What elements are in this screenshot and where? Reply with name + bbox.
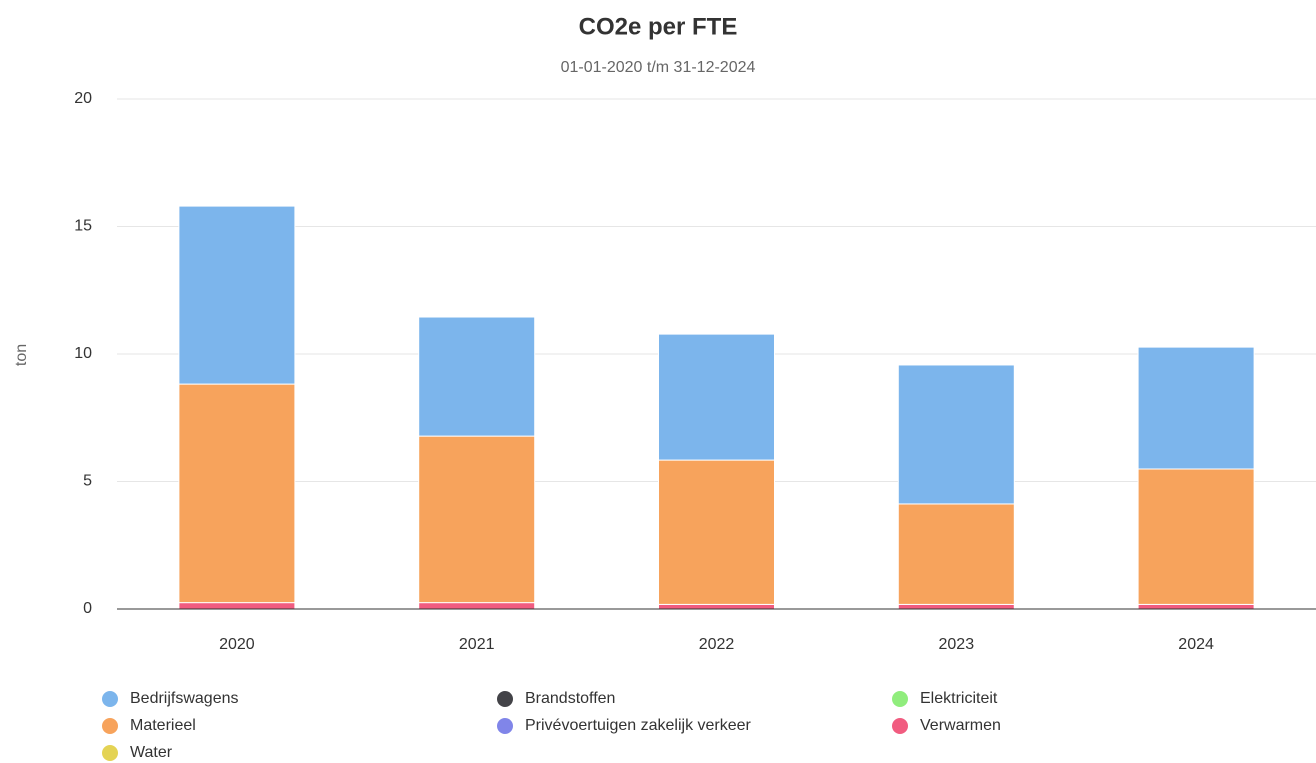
legend-label[interactable]: Water <box>130 744 173 761</box>
legend-label[interactable]: Privévoertuigen zakelijk verkeer <box>525 717 752 734</box>
y-tick-label: 15 <box>74 218 92 235</box>
bar-segment <box>1137 603 1255 610</box>
bar-segment <box>418 602 536 610</box>
bar-segment <box>178 205 296 385</box>
bar-segment <box>658 333 775 461</box>
y-tick-label: 10 <box>74 345 92 362</box>
legend-marker[interactable] <box>892 691 908 707</box>
bar-segment <box>897 603 1015 610</box>
bar-segment <box>178 383 296 604</box>
legend-label[interactable]: Materieel <box>130 717 196 734</box>
legend-marker[interactable] <box>102 691 118 707</box>
y-axis-label: ton <box>13 344 30 366</box>
chart-title: CO2e per FTE <box>579 13 738 40</box>
legend-label[interactable]: Brandstoffen <box>525 690 615 707</box>
x-tick-label: 2022 <box>699 636 735 653</box>
x-tick-label: 2020 <box>219 636 255 653</box>
legend-marker[interactable] <box>892 718 908 734</box>
x-tick-label: 2021 <box>459 636 495 653</box>
legend-marker[interactable] <box>497 691 513 707</box>
legend-label[interactable]: Verwarmen <box>920 717 1001 734</box>
x-tick-label: 2023 <box>939 636 975 653</box>
bar-segment <box>658 459 775 605</box>
bar-segment <box>178 602 296 610</box>
y-tick-label: 20 <box>74 90 92 107</box>
legend-label[interactable]: Bedrijfswagens <box>130 690 239 707</box>
bar-segment <box>1137 346 1255 470</box>
bar-segment <box>897 364 1015 505</box>
legend-marker[interactable] <box>102 718 118 734</box>
bar-segment <box>658 603 775 610</box>
legend-label[interactable]: Elektriciteit <box>920 690 998 707</box>
y-tick-label: 0 <box>83 600 92 617</box>
legend-marker[interactable] <box>497 718 513 734</box>
bar-segment <box>418 435 536 604</box>
bar-segment <box>897 503 1015 605</box>
x-tick-label: 2024 <box>1178 636 1214 653</box>
bar-segment <box>1137 468 1255 605</box>
y-tick-label: 5 <box>83 473 92 490</box>
legend-marker[interactable] <box>102 745 118 761</box>
chart-subtitle: 01-01-2020 t/m 31-12-2024 <box>561 59 756 76</box>
bar-segment <box>418 316 536 437</box>
